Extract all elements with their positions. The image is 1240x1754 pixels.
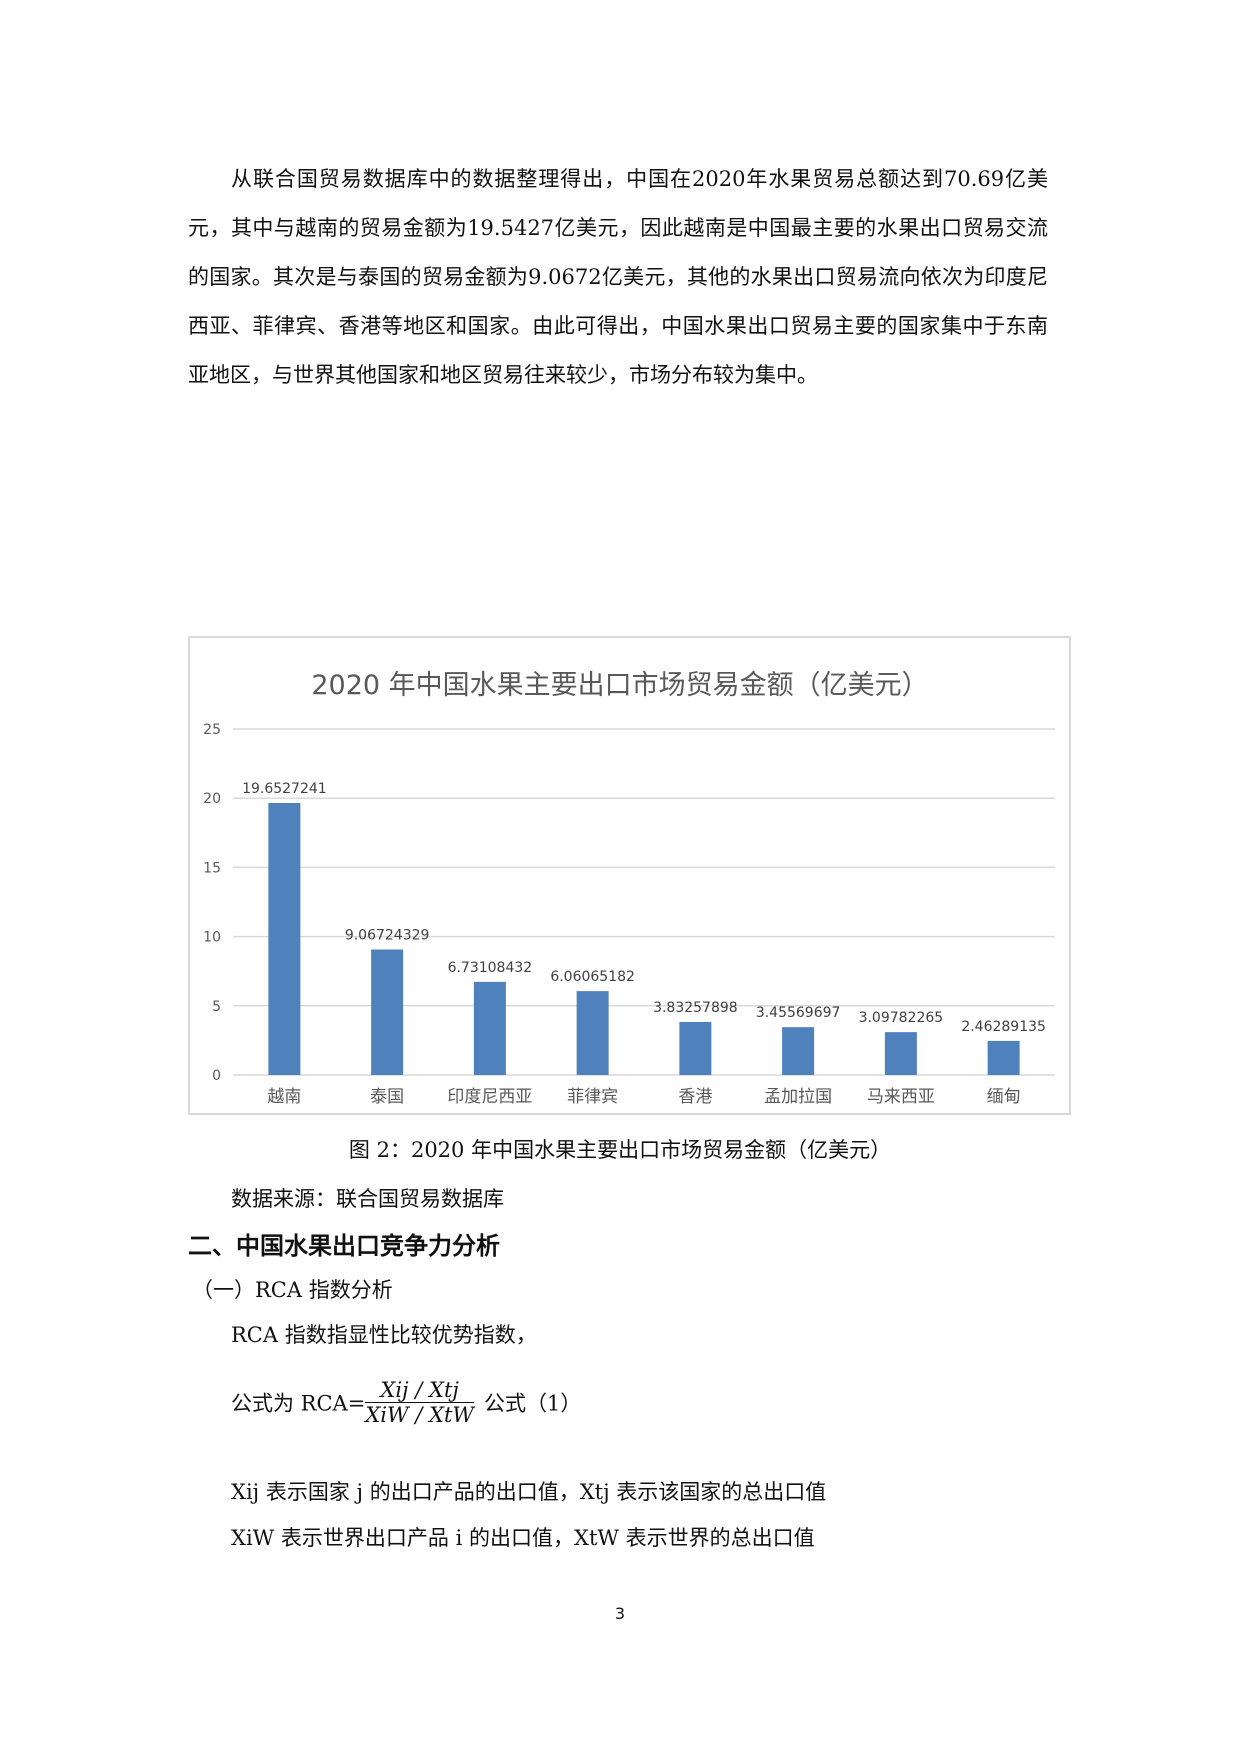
data-label: 6.06065182	[550, 969, 635, 985]
definition-xij: Xij 表示国家 j 的出口产品的出口值，Xtj 表示该国家的总出口值	[231, 1480, 827, 1504]
y-tick-label: 0	[212, 1068, 221, 1084]
bar	[371, 949, 404, 1075]
bar	[473, 981, 506, 1075]
data-label: 3.09782265	[859, 1010, 944, 1026]
bar	[576, 991, 609, 1075]
rca-formula: 公式为 RCA= Xij / Xtj XiW / XtW 公式（1）	[231, 1378, 581, 1427]
formula-denominator: XiW / XtW	[365, 1403, 474, 1427]
chart-canvas: 2020 年中国水果主要出口市场贸易金额（亿美元） 0 5 10 15 20 25 19.6…	[203, 670, 1055, 1107]
formula-fraction: Xij / Xtj XiW / XtW	[365, 1378, 474, 1427]
y-tick-label: 15	[203, 860, 221, 876]
data-label: 19.6527241	[242, 781, 327, 797]
intro-paragraph: 从联合国贸易数据库中的数据整理得出，中国在2020年水果贸易总额达到70.69亿…	[188, 167, 1048, 387]
category-label: 越南	[267, 1087, 301, 1107]
bar-chart: 2020 年中国水果主要出口市场贸易金额（亿美元） 0 5 10 15 20 25 19.6…	[188, 636, 1071, 1115]
formula-label: 公式（1）	[483, 1391, 582, 1416]
data-source: 数据来源：联合国贸易数据库	[231, 1187, 504, 1211]
y-tick-label: 5	[212, 999, 221, 1015]
y-tick-label: 25	[203, 722, 221, 738]
category-label: 菲律宾	[567, 1087, 618, 1107]
subsection-heading: （一）RCA 指数分析	[192, 1278, 393, 1302]
category-label: 马来西亚	[867, 1087, 935, 1107]
formula-prefix: 公式为 RCA=	[231, 1391, 366, 1416]
bar	[782, 1027, 815, 1075]
section-heading: 二、中国水果出口竞争力分析	[188, 1232, 500, 1260]
figure-caption: 图 2：2020 年中国水果主要出口市场贸易金额（亿美元）	[348, 1138, 892, 1162]
category-label: 泰国	[370, 1087, 404, 1107]
definition-xiw: XiW 表示世界出口产品 i 的出口值，XtW 表示世界的总出口值	[231, 1526, 815, 1550]
bar	[268, 803, 301, 1075]
y-tick-label: 10	[203, 930, 221, 946]
page-number: 3	[614, 1604, 626, 1623]
category-label: 香港	[678, 1087, 712, 1107]
bar	[987, 1040, 1020, 1075]
category-label: 孟加拉国	[764, 1087, 832, 1107]
y-tick-label: 20	[203, 791, 221, 807]
bar	[679, 1021, 712, 1075]
formula-numerator: Xij / Xtj	[365, 1378, 474, 1403]
rca-definition: RCA 指数指显性比较优势指数，	[231, 1323, 537, 1347]
chart-title: 2020 年中国水果主要出口市场贸易金额（亿美元）	[311, 670, 928, 701]
data-label: 6.73108432	[448, 960, 533, 976]
data-label: 2.46289135	[961, 1019, 1046, 1035]
category-label: 印度尼西亚	[447, 1087, 532, 1107]
bar	[884, 1032, 917, 1075]
data-label: 9.06724329	[345, 928, 430, 944]
data-label: 3.45569697	[756, 1005, 841, 1021]
category-label: 缅甸	[987, 1087, 1021, 1107]
data-label: 3.83257898	[653, 1000, 738, 1016]
